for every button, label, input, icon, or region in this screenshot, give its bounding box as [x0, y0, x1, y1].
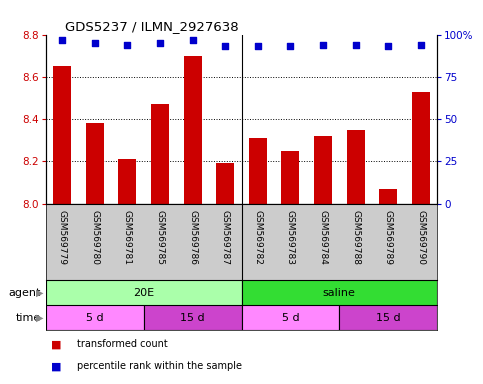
Text: percentile rank within the sample: percentile rank within the sample: [77, 361, 242, 371]
Point: [254, 43, 262, 50]
Bar: [53, 66, 71, 204]
Point: [156, 40, 164, 46]
Bar: [46, 280, 242, 305]
Bar: [347, 130, 365, 204]
Text: GSM569780: GSM569780: [90, 210, 99, 265]
Bar: [379, 189, 397, 204]
Text: GSM569789: GSM569789: [384, 210, 393, 265]
Bar: [86, 123, 104, 204]
Point: [319, 41, 327, 48]
Text: 15 d: 15 d: [376, 313, 400, 323]
Point: [384, 43, 392, 50]
Text: GSM569788: GSM569788: [351, 210, 360, 265]
Text: GSM569785: GSM569785: [156, 210, 165, 265]
Bar: [314, 136, 332, 204]
Point: [58, 36, 66, 43]
Text: 5 d: 5 d: [282, 313, 299, 323]
Point: [352, 41, 359, 48]
Text: agent: agent: [9, 288, 41, 298]
Text: ▶: ▶: [36, 288, 43, 298]
Text: GSM569787: GSM569787: [221, 210, 230, 265]
Bar: [46, 305, 144, 330]
Text: transformed count: transformed count: [77, 339, 168, 349]
Point: [91, 40, 99, 46]
Point: [124, 41, 131, 48]
Bar: [144, 305, 242, 330]
Point: [189, 36, 197, 43]
Text: 5 d: 5 d: [86, 313, 103, 323]
Text: 15 d: 15 d: [180, 313, 205, 323]
Text: time: time: [16, 313, 41, 323]
Bar: [216, 164, 234, 204]
Text: GSM569779: GSM569779: [57, 210, 67, 265]
Bar: [118, 159, 136, 204]
Text: 20E: 20E: [133, 288, 154, 298]
Text: GSM569783: GSM569783: [286, 210, 295, 265]
Text: GSM569784: GSM569784: [318, 210, 327, 265]
Point: [417, 41, 425, 48]
Bar: [282, 151, 299, 204]
Text: GDS5237 / ILMN_2927638: GDS5237 / ILMN_2927638: [66, 20, 239, 33]
Bar: [151, 104, 169, 204]
Text: GSM569782: GSM569782: [253, 210, 262, 265]
Point: [221, 43, 229, 50]
Text: GSM569790: GSM569790: [416, 210, 426, 265]
Bar: [412, 92, 430, 204]
Text: saline: saline: [323, 288, 356, 298]
Bar: [184, 56, 201, 204]
Bar: [242, 280, 437, 305]
Text: GSM569786: GSM569786: [188, 210, 197, 265]
Point: [286, 43, 294, 50]
Text: ▶: ▶: [36, 313, 43, 323]
Text: ■: ■: [51, 361, 61, 371]
Text: GSM569781: GSM569781: [123, 210, 132, 265]
Bar: [242, 305, 339, 330]
Text: ■: ■: [51, 339, 61, 349]
Bar: [249, 138, 267, 204]
Bar: [339, 305, 437, 330]
